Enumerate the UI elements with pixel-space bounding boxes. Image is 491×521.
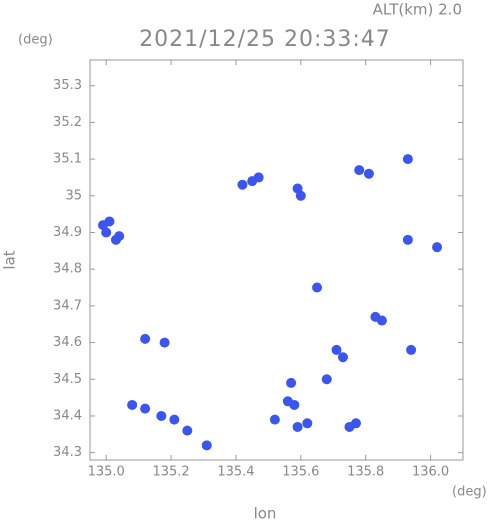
echo — [331, 344, 342, 355]
y-tick-label: 34.9 — [53, 225, 82, 240]
y-tick-label: 34.4 — [53, 408, 82, 423]
y-tick-label: 34.3 — [53, 445, 82, 460]
echo — [432, 242, 443, 253]
echo — [402, 154, 413, 165]
x-axis-label: lon — [254, 505, 277, 521]
y-tick-label: 35.2 — [53, 115, 82, 130]
y-axis-label: lat — [1, 250, 19, 269]
echo — [350, 418, 361, 429]
x-tick-label: 135.0 — [88, 465, 125, 480]
echo — [337, 352, 348, 363]
echo — [104, 216, 115, 227]
y-tick-label: 35 — [65, 188, 82, 203]
echo — [406, 344, 417, 355]
chart-title: 2021/12/25 20:33:47 — [139, 27, 391, 52]
x-tick-label: 135.6 — [282, 465, 319, 480]
x-tick-label: 136.0 — [412, 465, 449, 480]
echo — [289, 399, 300, 410]
echo — [363, 168, 374, 179]
echo — [253, 172, 264, 183]
echo — [286, 377, 297, 388]
echo — [114, 231, 125, 242]
x-tick-label: 135.8 — [347, 465, 384, 480]
echo — [237, 179, 248, 190]
echo — [140, 403, 151, 414]
echo — [321, 374, 332, 385]
y-tick-label: 34.7 — [53, 298, 82, 313]
echo — [402, 234, 413, 245]
x-tick-label: 135.4 — [217, 465, 254, 480]
echo — [302, 418, 313, 429]
x-tick-label: 135.2 — [152, 465, 189, 480]
y-tick-label: 34.5 — [53, 372, 82, 387]
echo — [295, 190, 306, 201]
echo — [376, 315, 387, 326]
echo — [292, 421, 303, 432]
altitude-label: ALT(km) 2.0 — [373, 1, 462, 19]
echo — [127, 399, 138, 410]
echo — [140, 333, 151, 344]
x-unit: (deg) — [452, 485, 487, 500]
y-tick-label: 35.3 — [53, 78, 82, 93]
echo — [182, 425, 193, 436]
y-tick-label: 34.6 — [53, 335, 82, 350]
y-unit: (deg) — [18, 33, 53, 48]
echo — [101, 227, 112, 238]
echo — [354, 165, 365, 176]
echo — [156, 410, 167, 421]
echo — [269, 414, 280, 425]
echo — [159, 337, 170, 348]
echo — [312, 282, 323, 293]
y-tick-label: 34.8 — [53, 262, 82, 277]
plot-frame — [89, 59, 464, 461]
y-tick-label: 35.1 — [53, 152, 82, 167]
echo — [201, 440, 212, 451]
echo — [169, 414, 180, 425]
